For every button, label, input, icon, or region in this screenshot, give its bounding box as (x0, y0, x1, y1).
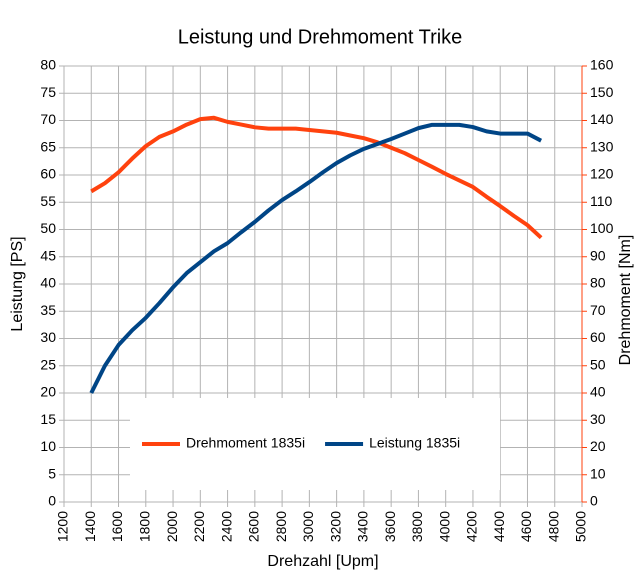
x-tick-label: 2400 (218, 511, 234, 542)
x-tick-label: 2800 (273, 511, 289, 542)
y2-tick-label: 50 (590, 356, 606, 372)
y2-tick-label: 140 (590, 111, 614, 127)
y-tick-label: 40 (40, 275, 56, 291)
x-tick-label: 3800 (409, 511, 425, 542)
x-tick-label: 2200 (191, 511, 207, 542)
y-tick-label: 80 (40, 57, 56, 73)
y2-tick-label: 80 (590, 275, 606, 291)
x-tick-label: 4200 (464, 511, 480, 542)
x-tick-label: 1200 (55, 511, 71, 542)
y-tick-label: 60 (40, 166, 56, 182)
y-tick-label: 10 (40, 438, 56, 454)
y2-tick-label: 100 (590, 220, 614, 236)
x-tick-label: 1800 (136, 511, 152, 542)
x-tick-label: 4400 (491, 511, 507, 542)
x-tick-label: 1400 (82, 511, 98, 542)
x-tick-label: 2600 (246, 511, 262, 542)
y-tick-label: 75 (40, 84, 56, 100)
legend-label: Leistung 1835i (369, 435, 460, 451)
y-axis-label: Leistung [PS] (9, 236, 26, 331)
x-tick-label: 3600 (382, 511, 398, 542)
y2-tick-label: 30 (590, 411, 606, 427)
y-tick-label: 45 (40, 247, 56, 263)
x-tick-label: 4600 (518, 511, 534, 542)
x-tick-label: 3400 (355, 511, 371, 542)
x-tick-label: 4800 (545, 511, 561, 542)
y2-tick-label: 70 (590, 302, 606, 318)
y2-tick-label: 130 (590, 138, 614, 154)
y2-tick-label: 90 (590, 247, 606, 263)
y2-tick-label: 0 (590, 493, 598, 509)
x-tick-label: 5000 (573, 511, 589, 542)
y2-tick-label: 40 (590, 384, 606, 400)
y-tick-label: 70 (40, 111, 56, 127)
legend-box (130, 398, 500, 490)
y2-tick-label: 110 (590, 193, 613, 209)
legend-label: Drehmoment 1835i (186, 435, 305, 451)
y2-tick-label: 160 (590, 57, 614, 73)
x-tick-label: 3000 (300, 511, 316, 542)
y-tick-label: 5 (48, 465, 56, 481)
line (89, 122, 543, 394)
x-tick-label: 3200 (327, 511, 343, 542)
y-tick-label: 20 (40, 384, 56, 400)
y2-tick-label: 120 (590, 166, 614, 182)
y-tick-label: 15 (40, 411, 56, 427)
y2-tick-label: 150 (590, 84, 614, 100)
y-tick-label: 55 (40, 193, 56, 209)
y2-tick-label: 60 (590, 329, 606, 345)
y-tick-label: 0 (48, 493, 56, 509)
line (90, 115, 543, 240)
y2-tick-label: 10 (590, 465, 606, 481)
y-tick-label: 50 (40, 220, 56, 236)
y2-axis-label: Drehmoment [Nm] (617, 235, 634, 366)
y-tick-label: 30 (40, 329, 56, 345)
chart-title: Leistung und Drehmoment Trike (178, 26, 463, 48)
x-tick-label: 4000 (436, 511, 452, 542)
y2-tick-label: 20 (590, 438, 606, 454)
y-tick-label: 65 (40, 138, 56, 154)
y-tick-label: 35 (40, 302, 56, 318)
x-axis-label: Drehzahl [Upm] (267, 553, 378, 570)
x-tick-label: 2000 (164, 511, 180, 542)
x-tick-label: 1600 (109, 511, 125, 542)
y-tick-label: 25 (40, 356, 56, 372)
